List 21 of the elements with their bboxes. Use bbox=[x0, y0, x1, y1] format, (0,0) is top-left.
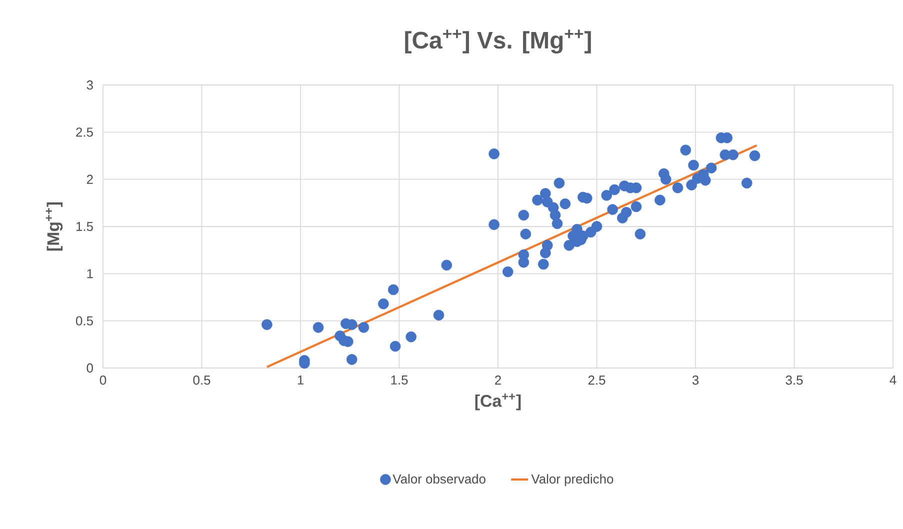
y-tick-label: 0 bbox=[86, 363, 93, 373]
x-tick-label: 2.5 bbox=[588, 376, 606, 385]
legend-label: Valor predicho bbox=[531, 474, 614, 486]
y-tick-label: 2.5 bbox=[76, 128, 93, 137]
x-tick-label: 2 bbox=[495, 376, 501, 385]
x-tick-label: 1.5 bbox=[391, 376, 408, 385]
x-tick-label: 1 bbox=[298, 376, 304, 384]
x-tick-label: 3 bbox=[692, 376, 699, 385]
y-tick-label: 3 bbox=[86, 80, 93, 90]
x-tick-label: 0 bbox=[100, 376, 106, 385]
x-tick-label: 0.5 bbox=[193, 376, 210, 385]
x-tick-label: 4 bbox=[890, 376, 896, 384]
legend-label: Valor observado bbox=[392, 474, 486, 484]
y-tick-label: 1 bbox=[87, 269, 93, 278]
y-tick-label: 0.5 bbox=[76, 316, 93, 326]
y-tick-label: 1.5 bbox=[76, 222, 93, 232]
chart-title: [Ca$^{++}$] Vs. [Mg$^{++}$] bbox=[405, 30, 591, 54]
y-axis-title: [Mg$^{++}$] bbox=[46, 202, 63, 251]
x-tick-label: 3.5 bbox=[786, 376, 803, 385]
y-tick-label: 2 bbox=[86, 174, 93, 184]
x-axis-title: [Ca$^{++}$] bbox=[475, 394, 521, 410]
